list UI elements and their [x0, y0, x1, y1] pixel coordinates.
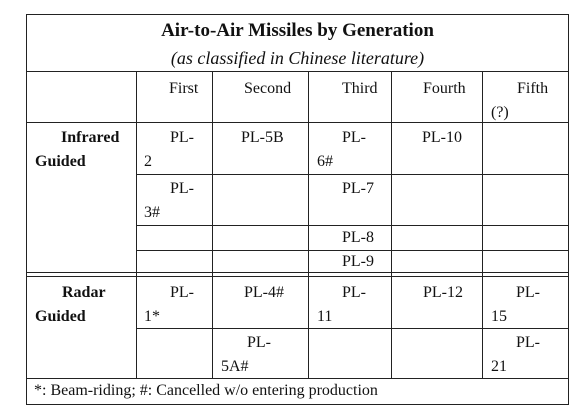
table-subtitle: (as classified in Chinese literature)	[170, 48, 425, 68]
rd-r1-first-b: 1*	[144, 308, 160, 325]
rd-r1-second: PL-4#	[244, 284, 284, 301]
header-third: Third	[342, 80, 378, 97]
col-rule-2	[212, 71, 213, 378]
header-first: First	[169, 80, 199, 97]
group-separator-top	[26, 272, 569, 273]
ir-r2-first-b: 3#	[144, 204, 160, 221]
border-right	[568, 14, 569, 405]
border-bottom	[26, 404, 569, 405]
rule-ir-row3	[136, 250, 569, 251]
border-top	[26, 14, 569, 15]
rd-r1-fourth: PL-12	[423, 284, 463, 301]
rd-r1-fifth-b: 15	[491, 308, 507, 325]
rule-below-header	[26, 122, 569, 123]
rule-above-footnote	[26, 378, 569, 379]
rd-r1-first-a: PL-	[170, 284, 194, 301]
col-rule-3	[308, 71, 309, 378]
ir-r1-third-b: 6#	[317, 153, 333, 170]
rd-r2-fifth-a: PL-	[516, 334, 540, 351]
rule-ir-row1	[136, 174, 569, 175]
rd-r2-second-a: PL-	[247, 334, 271, 351]
rd-r1-fifth-a: PL-	[516, 284, 540, 301]
group-separator-bottom	[26, 276, 569, 277]
missile-table: Air-to-Air Missiles by Generation (as cl…	[26, 14, 569, 405]
ir-r1-second: PL-5B	[241, 129, 284, 146]
group-radar-line1: Radar	[62, 284, 106, 301]
ir-r2-third: PL-7	[342, 180, 374, 197]
rule-rd-row1	[136, 328, 569, 329]
rd-r2-fifth-b: 21	[491, 358, 507, 375]
header-second: Second	[244, 80, 292, 97]
rd-r1-third-a: PL-	[342, 284, 366, 301]
header-fifth: Fifth	[517, 80, 549, 97]
header-fourth: Fourth	[423, 80, 466, 97]
rule-below-title	[26, 71, 569, 72]
ir-r1-first-b: 2	[144, 153, 152, 170]
border-left	[26, 14, 27, 405]
ir-r1-third-a: PL-	[342, 129, 366, 146]
group-infrared-line1: Infrared	[61, 129, 120, 146]
rule-ir-row2	[136, 225, 569, 226]
col-rule-4	[391, 71, 392, 378]
col-rule-1	[136, 71, 137, 378]
group-radar-line2: Guided	[35, 308, 86, 325]
ir-r4-third: PL-9	[342, 253, 374, 270]
rd-r1-third-b: 11	[317, 308, 333, 325]
table-title: Air-to-Air Missiles by Generation	[161, 20, 434, 41]
ir-r1-first-a: PL-	[170, 129, 194, 146]
footnote: *: Beam-riding; #: Cancelled w/o enterin…	[34, 382, 378, 399]
ir-r1-fourth: PL-10	[422, 129, 462, 146]
ir-r2-first-a: PL-	[170, 180, 194, 197]
rd-r2-second-b: 5A#	[221, 358, 249, 375]
group-infrared-line2: Guided	[35, 153, 86, 170]
ir-r3-third: PL-8	[342, 229, 374, 246]
header-fifth-note: (?)	[491, 104, 509, 121]
col-rule-5	[482, 71, 483, 378]
